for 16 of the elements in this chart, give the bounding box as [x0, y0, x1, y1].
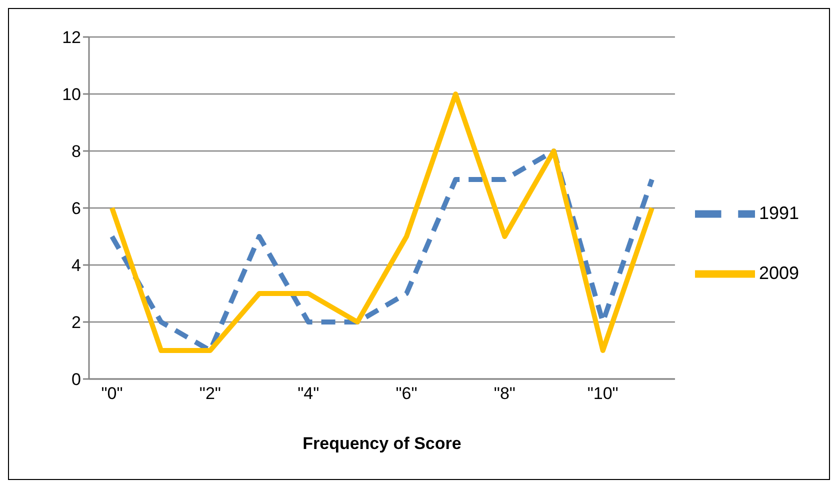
y-tick-label: 4 — [72, 256, 81, 276]
x-tick-label: "4" — [298, 384, 320, 404]
y-tick-label: 10 — [62, 85, 81, 104]
y-tick-label: 6 — [72, 199, 81, 218]
y-tick-label: 0 — [72, 370, 81, 390]
x-tick-label: "0" — [101, 384, 123, 404]
x-tick-label: "10" — [587, 384, 618, 404]
x-tick-label: "2" — [199, 384, 221, 404]
y-tick-label: 2 — [72, 313, 81, 332]
x-tick-label: "8" — [494, 384, 516, 404]
legend-label: 1991 — [758, 202, 799, 223]
y-tick-label: 8 — [72, 142, 81, 162]
legend-label: 2009 — [758, 262, 799, 283]
y-tick-label: 12 — [62, 28, 81, 48]
x-axis-title: Frequency of Score — [302, 434, 462, 453]
x-tick-label: "6" — [396, 384, 418, 404]
